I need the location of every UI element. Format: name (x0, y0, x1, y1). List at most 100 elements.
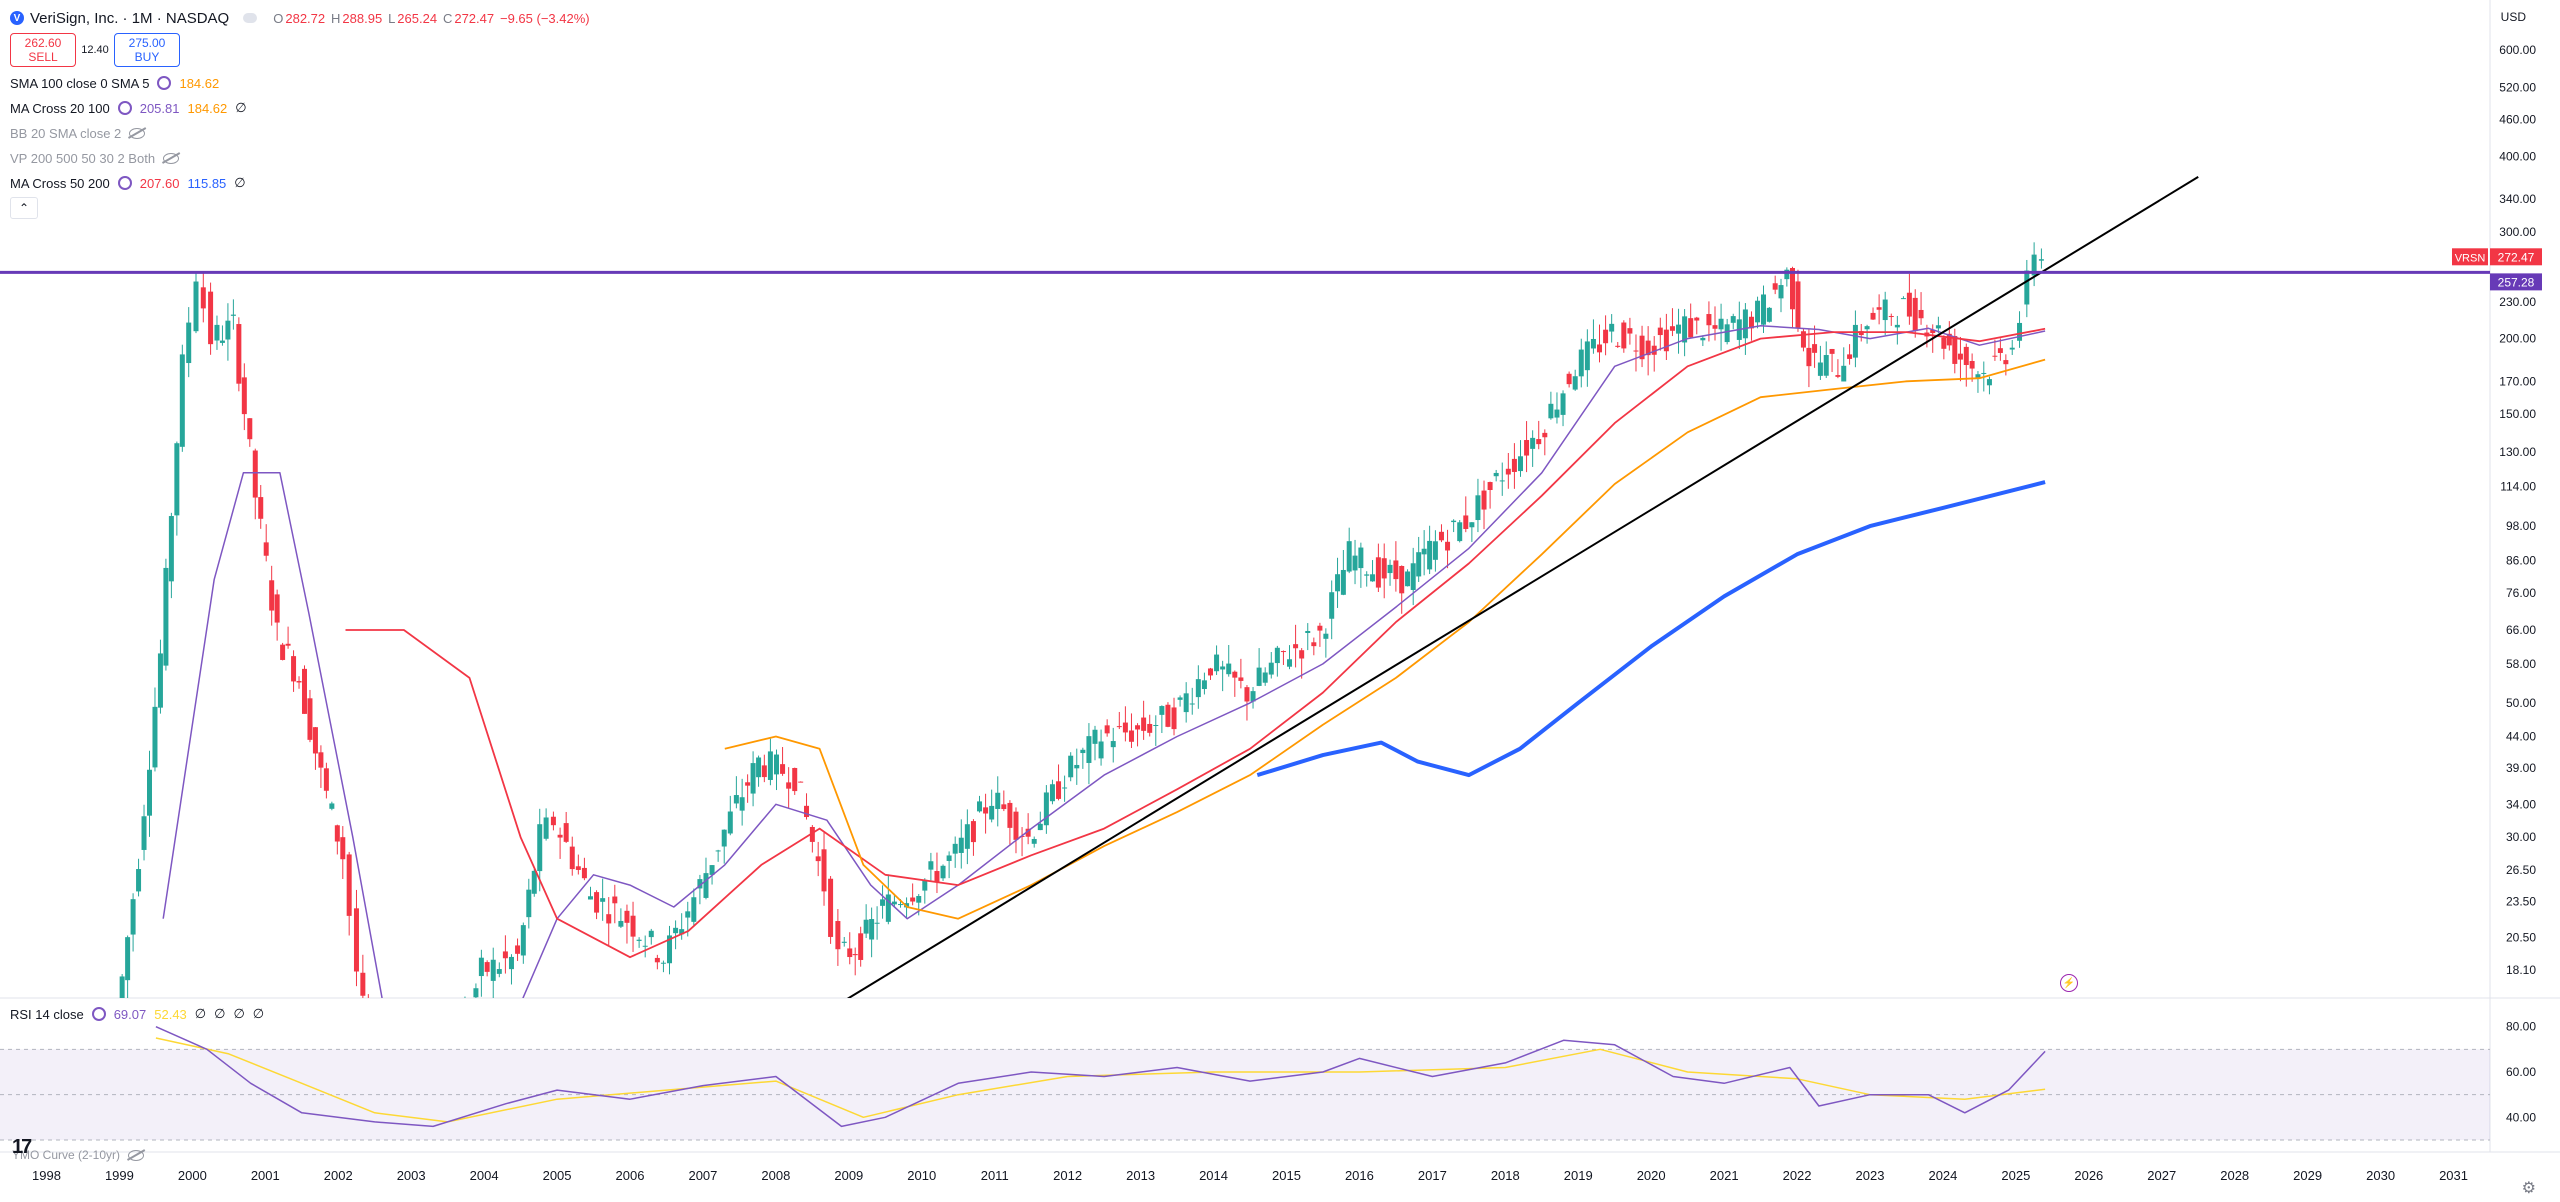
candle-body (179, 354, 185, 447)
sell-button[interactable]: 262.60 SELL (10, 33, 76, 67)
candle-body (329, 803, 335, 809)
candle-body (340, 837, 346, 860)
indicator-settings-icon[interactable] (117, 101, 132, 115)
candle-body (1352, 555, 1358, 571)
y-tick-label: 23.50 (2506, 894, 2536, 908)
candle-body (1706, 314, 1712, 326)
candle-body (964, 824, 970, 849)
hidden-eye-icon[interactable] (129, 127, 146, 139)
flash-icon[interactable]: ⚡ (2060, 974, 2078, 992)
candle-body (828, 878, 834, 937)
candle-body (1025, 828, 1031, 837)
indicator-row-sma100[interactable]: SMA 100 close 0 SMA 5 184.62 (10, 73, 592, 93)
candle-body (230, 314, 236, 316)
rsi-name: RSI 14 close (10, 1006, 84, 1022)
tradingview-logo-icon[interactable]: 17 (12, 1136, 32, 1158)
candle-body (208, 291, 214, 345)
ma-100-line (724, 358, 2046, 920)
x-tick-label: 2006 (616, 1168, 645, 1183)
candle-body (1147, 723, 1153, 733)
yield-curve-legend[interactable]: YMO Curve (2-10yr) (12, 1148, 152, 1162)
candle-body (977, 801, 983, 812)
candle-body (1463, 515, 1469, 529)
y-tick-label: 58.00 (2506, 657, 2536, 671)
ma-200-line (1256, 480, 2046, 778)
rsi-tick-label: 60.00 (2506, 1065, 2536, 1079)
x-tick-label: 2017 (1418, 1168, 1447, 1183)
y-tick-label: 76.00 (2506, 586, 2536, 600)
candle-body (1517, 456, 1523, 472)
candle-body (1997, 348, 2003, 353)
x-tick-label: 2016 (1345, 1168, 1374, 1183)
candle-body (473, 988, 479, 998)
indicator-row-vp[interactable]: VP 200 500 50 30 2 Both (10, 148, 592, 168)
candle-body (630, 915, 636, 937)
candle-body (147, 769, 152, 816)
candle-body (983, 807, 989, 814)
hidden-eye-icon[interactable] (163, 152, 180, 164)
low-label: L (388, 11, 396, 26)
candle-body (636, 939, 642, 941)
candle-body (241, 377, 247, 415)
hidden-eye-icon[interactable] (128, 1149, 145, 1161)
candle-body (1935, 325, 1941, 329)
candle-body (1416, 552, 1422, 577)
candle-body (721, 829, 727, 847)
candle-body (1387, 564, 1393, 574)
candle-body (1858, 331, 1864, 336)
candle-body (1438, 531, 1444, 541)
candle-body (1068, 755, 1074, 778)
candle-body (141, 816, 147, 850)
candle-body (543, 817, 549, 839)
gear-icon[interactable]: ⚙ (2521, 1180, 2536, 1197)
candle-body (841, 941, 847, 943)
currency-label[interactable]: USD (2500, 10, 2526, 24)
candle-body (125, 937, 131, 981)
indicator-settings-icon[interactable] (117, 176, 132, 190)
y-tick-label: 114.00 (2500, 479, 2536, 493)
candle-body (946, 855, 952, 861)
candle-body (1718, 318, 1724, 330)
rsi-value: ∅ (233, 1006, 245, 1021)
x-tick-label: 2026 (2074, 1168, 2103, 1183)
x-tick-label: 2020 (1637, 1168, 1666, 1183)
candle-body (1013, 811, 1019, 840)
rsi-legend[interactable]: RSI 14 close 69.07 52.43 ∅ ∅ ∅ ∅ (10, 1006, 272, 1022)
indicator-row-bb[interactable]: BB 20 SMA close 2 (10, 123, 592, 143)
candle-body (193, 281, 199, 332)
candle-body (1941, 337, 1947, 349)
symbol-title[interactable]: VeriSign, Inc. · 1M · NASDAQ (30, 9, 230, 27)
indicator-row-ma-cross-20-100[interactable]: MA Cross 20 100 205.81 184.62 ∅ (10, 98, 592, 118)
buy-button[interactable]: 275.00 BUY (114, 33, 180, 67)
candle-body (1572, 376, 1578, 390)
y-tick-label: 520.00 (2499, 80, 2536, 94)
candle-body (1621, 322, 1627, 349)
y-tick-label: 26.50 (2506, 863, 2536, 877)
rsi-settings-icon[interactable] (91, 1007, 106, 1021)
candle-body (1116, 726, 1122, 728)
candle-body (307, 698, 313, 740)
indicator-row-ma-cross-50-200[interactable]: MA Cross 50 200 207.60 115.85 ∅ (10, 173, 592, 193)
y-tick-label: 340.00 (2499, 192, 2536, 206)
candle-body (691, 897, 697, 922)
candle-body (847, 948, 853, 958)
candle-body (1499, 480, 1505, 482)
candle-body (600, 898, 606, 902)
candle-body (874, 922, 880, 924)
collapse-legend-button[interactable]: ⌃ (10, 197, 38, 219)
indicator-value: 184.62 (179, 75, 220, 91)
indicator-settings-icon[interactable] (157, 76, 172, 90)
candle-body (885, 894, 891, 922)
candle-body (581, 867, 587, 879)
candle-body (745, 782, 751, 786)
yield-curve-label: YMO Curve (2-10yr) (12, 1148, 121, 1162)
candle-body (852, 954, 858, 956)
candle-body (1795, 281, 1801, 328)
spread-value: 12.40 (81, 44, 109, 56)
candle-body (484, 962, 490, 972)
candle-body (1110, 741, 1116, 748)
collapse-row: ⌃ (10, 197, 592, 219)
more-options-icon[interactable] (243, 13, 258, 23)
candle-body (2003, 360, 2009, 365)
